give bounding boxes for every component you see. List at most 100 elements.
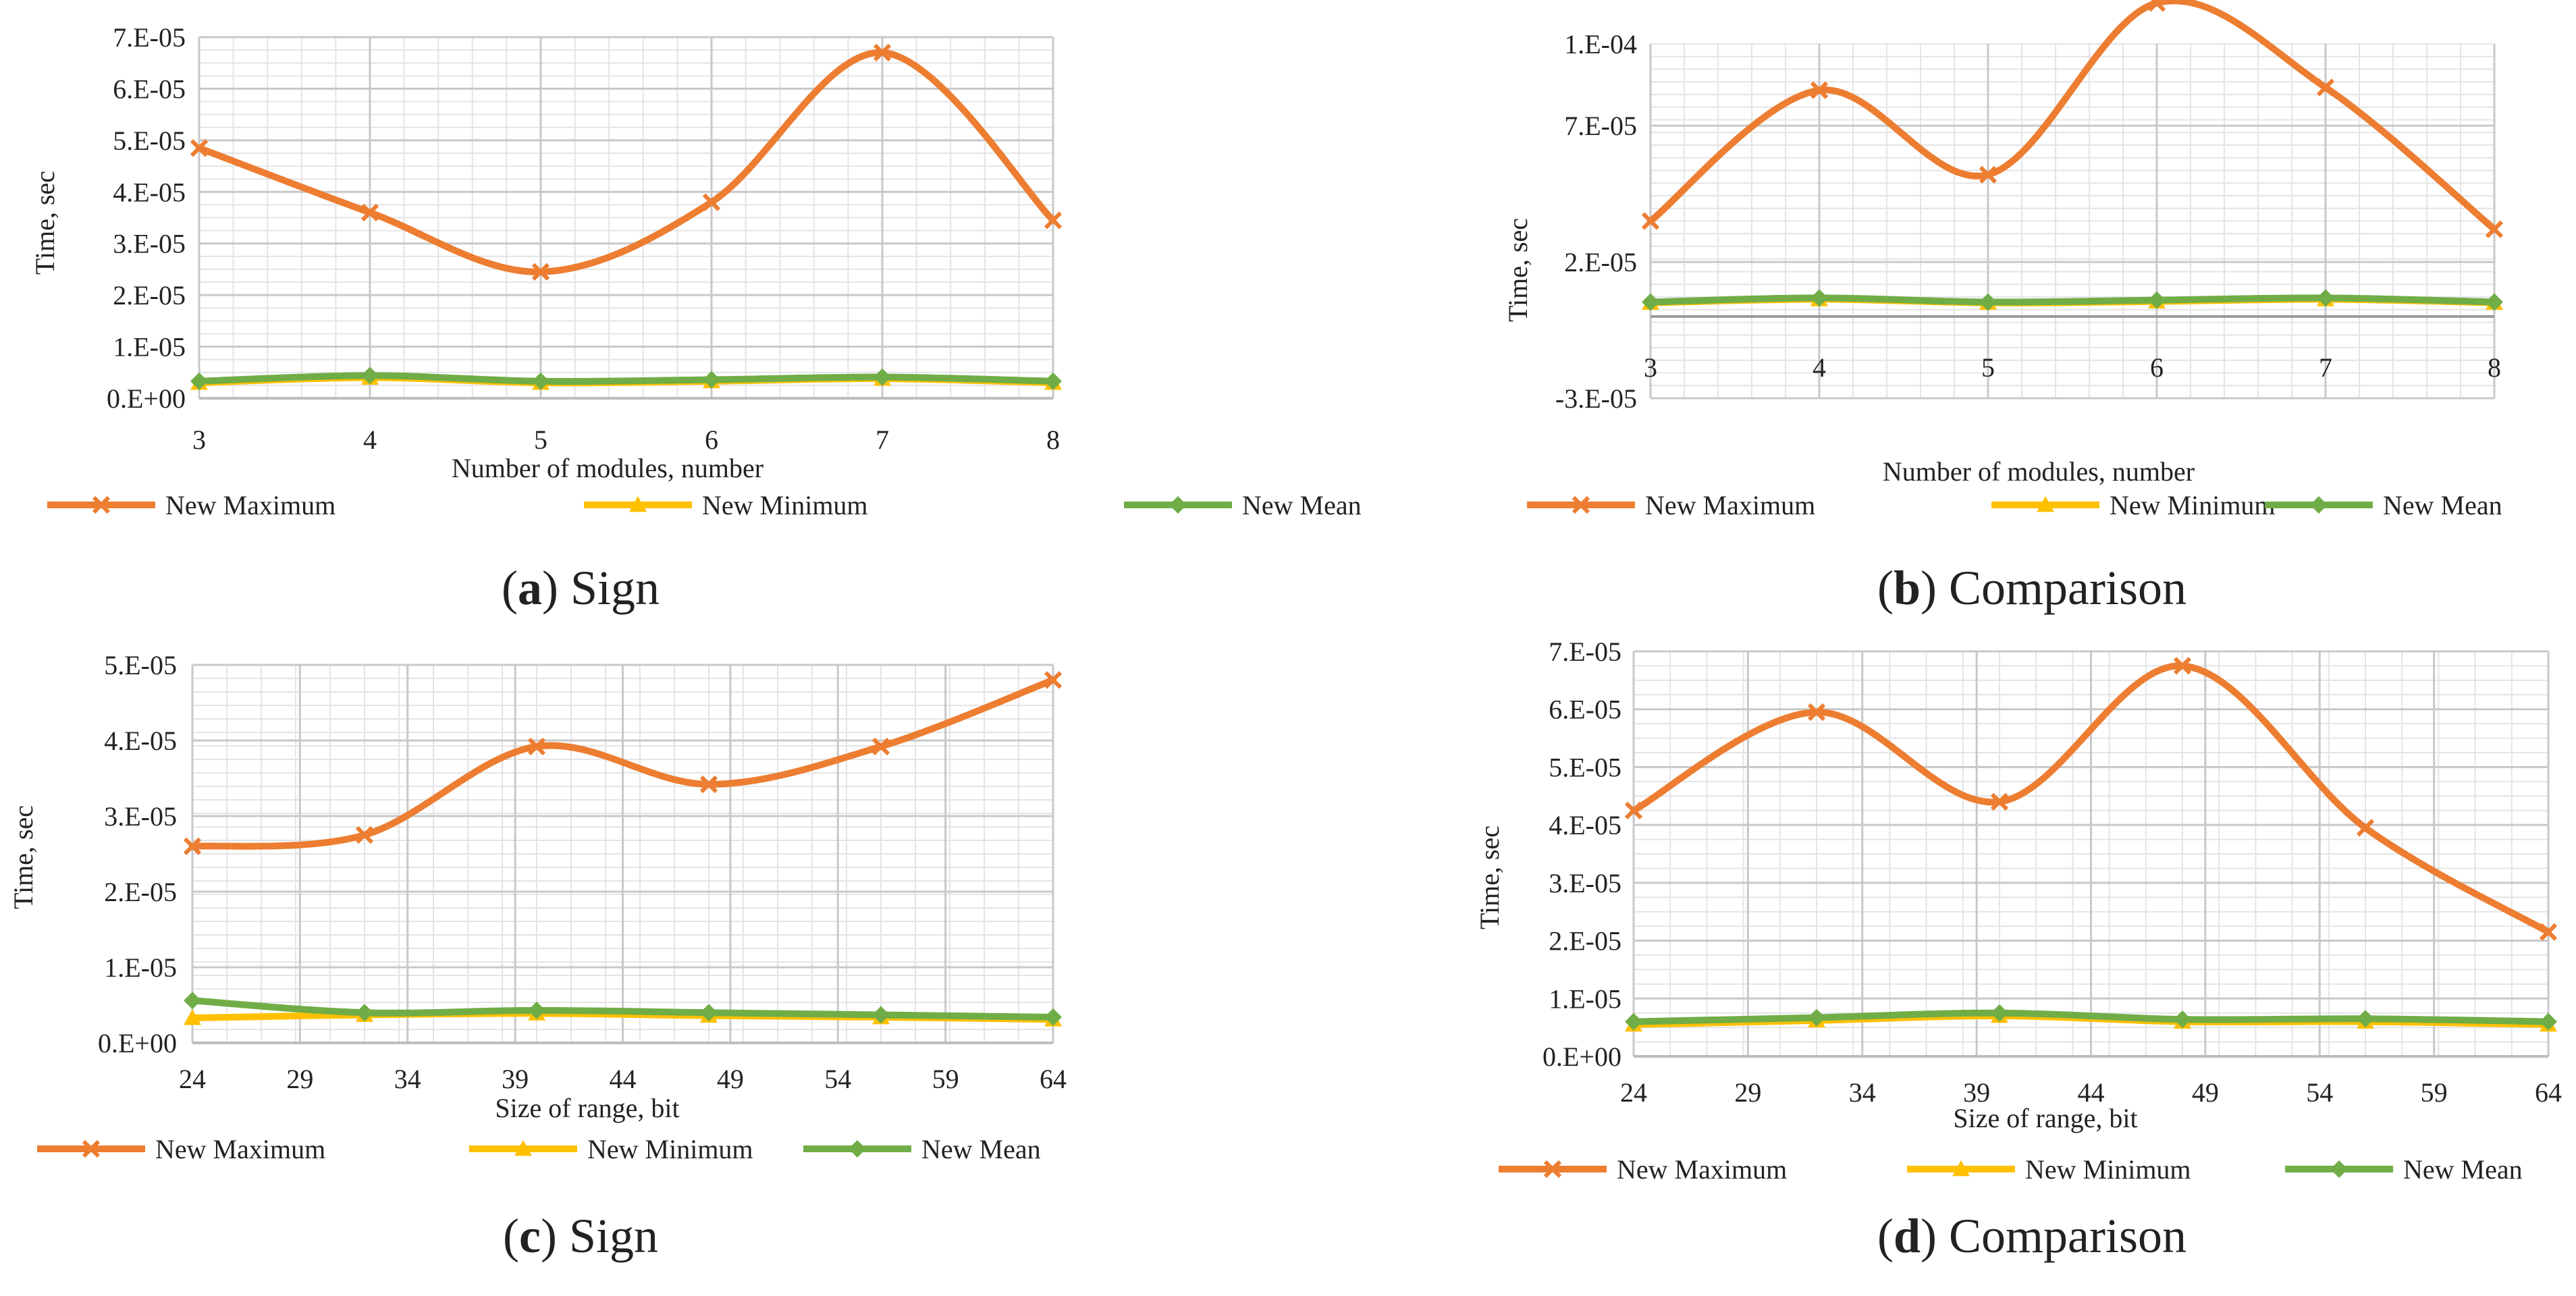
legend: New Maximum New Minimum New Mean bbox=[1499, 1154, 2523, 1185]
y-tick-label: 3.E-05 bbox=[113, 229, 186, 259]
y-tick-label: 1.E-04 bbox=[1564, 29, 1637, 59]
legend-item-mean: New Mean bbox=[1124, 490, 1362, 520]
data-point bbox=[699, 775, 718, 794]
y-axis-title: Time, sec bbox=[8, 805, 38, 909]
y-tick-label: 1.E-05 bbox=[1549, 983, 1621, 1014]
x-axis-title: Number of modules, number bbox=[1883, 456, 2195, 487]
x-tick-label: 8 bbox=[2488, 352, 2501, 383]
x-tick-label: 7 bbox=[2319, 352, 2332, 383]
data-point bbox=[1044, 671, 1063, 689]
series-line bbox=[196, 372, 1056, 385]
data-point bbox=[1808, 1008, 1825, 1027]
data-point bbox=[1642, 293, 1659, 311]
legend-marker bbox=[1952, 1160, 1970, 1177]
y-tick-label: 5.E-05 bbox=[113, 126, 186, 156]
x-tick-label: 34 bbox=[1849, 1077, 1876, 1108]
x-tick-label: 64 bbox=[1040, 1064, 1067, 1094]
legend-item-max: New Maximum bbox=[1499, 1154, 1787, 1185]
data-point bbox=[871, 737, 890, 756]
x-tick-label: 44 bbox=[610, 1064, 637, 1094]
series-line bbox=[189, 997, 1056, 1021]
legend-item-min: New Minimum bbox=[1991, 490, 2276, 520]
data-point bbox=[531, 263, 550, 281]
x-tick-label: 3 bbox=[1644, 352, 1657, 383]
legend-marker bbox=[1543, 1160, 1562, 1179]
legend-item-min: New Minimum bbox=[469, 1134, 753, 1164]
gridlines bbox=[191, 664, 1054, 1044]
data-point bbox=[1979, 165, 1997, 184]
y-tick-label: 4.E-05 bbox=[104, 726, 177, 756]
y-axis-title: Time, sec bbox=[1503, 218, 1533, 322]
y-axis-title: Time, sec bbox=[1474, 826, 1505, 929]
data-point bbox=[184, 992, 201, 1010]
y-tick-label: 6.E-05 bbox=[1549, 695, 1621, 725]
data-point bbox=[1990, 792, 2009, 811]
series-max bbox=[1624, 657, 2558, 941]
legend-item-mean: New Mean bbox=[2285, 1154, 2523, 1185]
x-tick-label: 4 bbox=[1813, 352, 1826, 383]
legend-marker bbox=[2330, 1160, 2348, 1178]
y-tick-label: 2.E-05 bbox=[1564, 247, 1637, 277]
data-point bbox=[872, 1006, 890, 1024]
data-point bbox=[2316, 78, 2335, 97]
legend-marker bbox=[1169, 496, 1187, 514]
x-tick-label: 54 bbox=[824, 1064, 851, 1094]
caption-letter: c bbox=[519, 1209, 541, 1263]
series-mean bbox=[190, 367, 1062, 390]
y-tick-label: 7.E-05 bbox=[1549, 637, 1621, 667]
y-tick-label: 3.E-05 bbox=[1549, 868, 1621, 898]
x-tick-label: 6 bbox=[705, 425, 718, 455]
data-point bbox=[1044, 211, 1063, 230]
panel-caption: (a) Sign bbox=[502, 561, 660, 615]
x-axis-title: Size of range, bit bbox=[495, 1093, 679, 1123]
legend-item-max: New Maximum bbox=[1527, 490, 1815, 520]
legend-label: New Minimum bbox=[702, 490, 868, 520]
y-tick-label: 2.E-05 bbox=[1549, 926, 1621, 956]
data-point bbox=[2148, 291, 2166, 309]
series-max bbox=[183, 671, 1063, 855]
data-point bbox=[2486, 293, 2503, 311]
data-point bbox=[874, 368, 891, 386]
series-mean bbox=[1642, 289, 2503, 311]
legend-label: New Maximum bbox=[1617, 1154, 1787, 1185]
data-point bbox=[2485, 220, 2504, 238]
x-tick-label: 7 bbox=[876, 425, 889, 455]
legend-label: New Maximum bbox=[165, 490, 336, 520]
data-point bbox=[700, 1004, 718, 1022]
x-tick-label: 34 bbox=[394, 1064, 421, 1094]
y-tick-label: 7.E-05 bbox=[1564, 111, 1637, 141]
x-tick-label: 59 bbox=[932, 1064, 959, 1094]
caption-text: Sign bbox=[558, 561, 660, 615]
legend-item-mean: New Mean bbox=[2265, 490, 2502, 520]
x-tick-label: 5 bbox=[534, 425, 547, 455]
data-point bbox=[2147, 0, 2166, 12]
series-mean bbox=[184, 992, 1062, 1026]
y-tick-label: 2.E-05 bbox=[113, 280, 186, 310]
legend-item-max: New Maximum bbox=[47, 490, 336, 520]
data-point bbox=[2540, 1013, 2557, 1031]
caption-paren-close: ) bbox=[541, 1209, 557, 1263]
legend: New Maximum New Minimum New Mean bbox=[37, 1134, 1041, 1164]
data-point bbox=[1625, 1013, 1642, 1031]
data-point bbox=[190, 139, 209, 157]
legend-marker bbox=[2310, 496, 2328, 514]
caption-letter: d bbox=[1894, 1209, 1921, 1263]
x-tick-label: 39 bbox=[502, 1064, 529, 1094]
y-tick-label: 2.E-05 bbox=[104, 877, 177, 907]
legend-label: New Mean bbox=[921, 1134, 1041, 1164]
y-tick-label: -3.E-05 bbox=[1555, 383, 1637, 414]
caption-paren-close: ) bbox=[542, 561, 558, 615]
panel-caption: (c) Sign bbox=[503, 1209, 658, 1263]
caption-text: Comparison bbox=[1937, 561, 2186, 615]
legend-label: New Mean bbox=[2403, 1154, 2523, 1185]
x-tick-label: 59 bbox=[2421, 1077, 2448, 1108]
caption-paren-close: ) bbox=[1921, 561, 1937, 615]
series-line bbox=[1647, 0, 2498, 233]
y-tick-label: 6.E-05 bbox=[113, 74, 186, 104]
legend: New Maximum New Minimum New Mean bbox=[1527, 490, 2502, 520]
x-axis-title: Number of modules, number bbox=[452, 453, 763, 483]
data-point bbox=[184, 1009, 201, 1025]
series-max bbox=[1641, 0, 2504, 238]
x-tick-label: 64 bbox=[2535, 1077, 2562, 1108]
data-point bbox=[702, 193, 721, 211]
